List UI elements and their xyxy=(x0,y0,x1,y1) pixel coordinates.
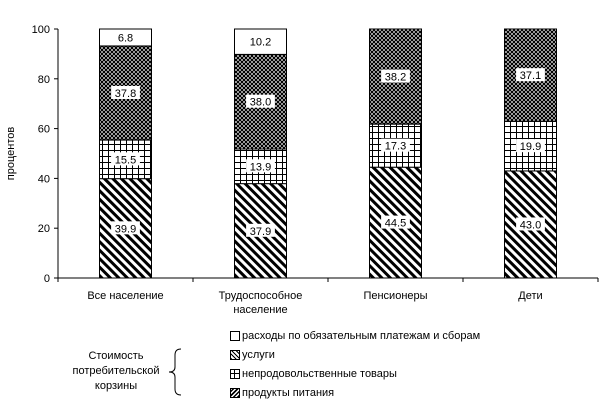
data-label-bg xyxy=(246,94,275,108)
y-tick-label: 80 xyxy=(38,74,50,86)
data-label-bg xyxy=(114,30,137,44)
legend-swatch xyxy=(230,368,240,379)
data-label: 37.1 xyxy=(520,70,541,82)
brace-icon xyxy=(168,348,182,396)
legend-item: услуги xyxy=(230,345,480,364)
data-label-bg xyxy=(246,34,275,48)
y-tick-label: 40 xyxy=(38,173,50,185)
bars xyxy=(99,28,557,279)
y-axis-label: процентов xyxy=(5,127,17,181)
bar-segment xyxy=(234,28,287,55)
data-label: 44.5 xyxy=(385,218,406,230)
legend-swatch xyxy=(230,330,240,341)
legend-item: непродовольственные товары xyxy=(230,364,480,383)
data-label-bg xyxy=(381,69,410,83)
data-label-bg xyxy=(381,215,410,229)
data-label-bg xyxy=(111,152,140,166)
data-label: 15.5 xyxy=(115,154,136,166)
data-label: 37.8 xyxy=(115,88,136,100)
legend-item: продукты питания xyxy=(230,383,480,402)
data-label: 43.0 xyxy=(520,219,541,231)
data-label: 17.3 xyxy=(385,141,406,153)
data-label: 10.2 xyxy=(250,37,271,49)
legend-label: расходы по обязательным платежам и сбора… xyxy=(242,329,481,342)
legend-label: продукты питания xyxy=(242,386,335,399)
data-label-bg xyxy=(516,217,545,231)
legend-label: услуги xyxy=(242,348,275,361)
data-label: 19.9 xyxy=(520,141,541,153)
y-tick-label: 100 xyxy=(32,24,50,36)
axes: 0 20 40 60 80 100 процентов Все население Трудос… xyxy=(5,24,599,316)
x-category-label: Все население xyxy=(87,290,163,302)
data-label-bg xyxy=(246,159,275,173)
legend: расходы по обязательным платежам и сбора… xyxy=(230,326,480,402)
basket-note: Стоимость потребительской корзины xyxy=(72,350,160,392)
x-category-label: население xyxy=(233,304,287,316)
data-label: 13.9 xyxy=(250,161,271,173)
data-label-bg xyxy=(516,139,545,153)
x-category-label: Дети xyxy=(518,290,542,302)
data-label: 38.0 xyxy=(250,97,271,109)
data-label-bg xyxy=(516,68,545,82)
y-tick-label: 0 xyxy=(44,273,50,285)
data-label-bg xyxy=(111,85,140,99)
data-label: 6.8 xyxy=(118,32,133,44)
x-category-label: Пенсионеры xyxy=(363,290,427,302)
y-tick-label: 60 xyxy=(38,124,50,136)
y-tick-label: 20 xyxy=(38,223,50,235)
legend-item: расходы по обязательным платежам и сбора… xyxy=(230,326,480,345)
data-label: 37.9 xyxy=(250,226,271,238)
data-label: 39.9 xyxy=(115,223,136,235)
data-labels: 39.9 15.5 37.8 6.8 37.9 13.9 38.0 10.2 44.5 17.3 3… xyxy=(111,30,545,238)
data-label-bg xyxy=(246,223,275,237)
legend-label: непродовольственные товары xyxy=(242,367,397,380)
data-label-bg xyxy=(381,138,410,152)
legend-swatch xyxy=(230,387,240,398)
data-label-bg xyxy=(111,221,140,235)
data-label: 38.2 xyxy=(385,72,406,84)
legend-swatch xyxy=(230,349,240,360)
x-category-label: Трудоспособное xyxy=(219,290,303,302)
